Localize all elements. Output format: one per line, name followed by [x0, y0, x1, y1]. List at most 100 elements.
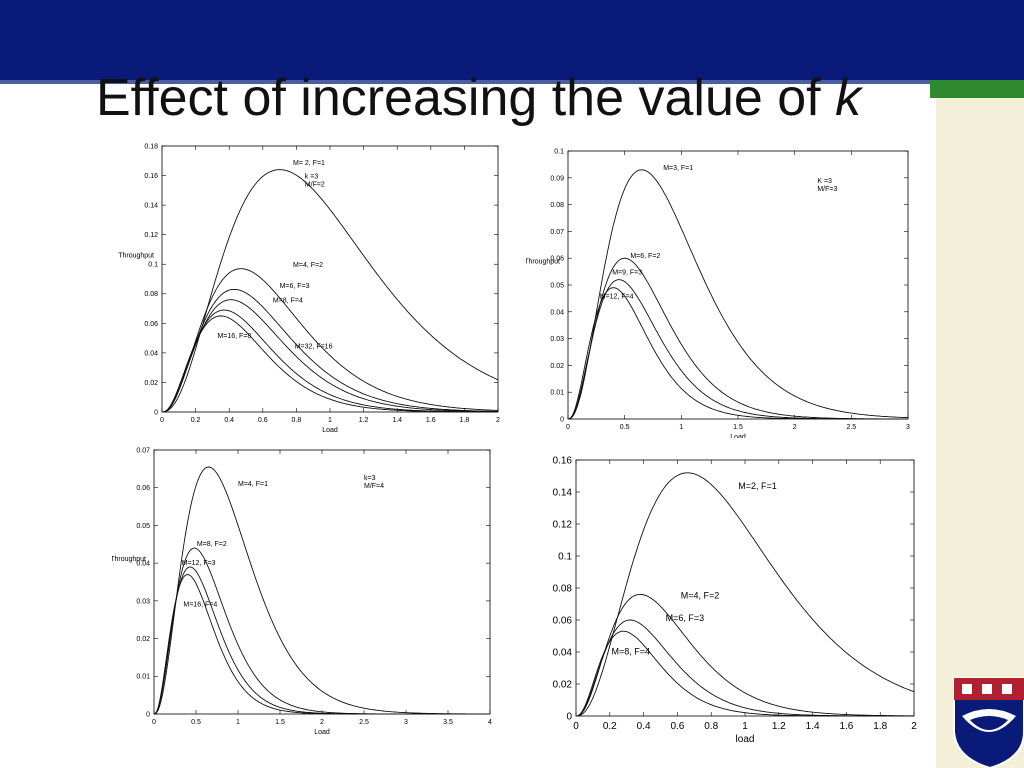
y-tick-label: 0.02: [550, 363, 564, 370]
slide-title-variable: k: [835, 69, 862, 127]
series-label-m-2-f-1: M=2, F=1: [738, 481, 777, 491]
series-label-m-8-f-4: M=8, F=4: [273, 298, 303, 305]
x-tick-label: 0.6: [670, 721, 684, 732]
series-line-m-2-f-1: [162, 169, 499, 413]
plot-frame: [575, 459, 915, 717]
series-label-m-8-f-4: M=8, F=4: [611, 646, 650, 656]
side-panel: [936, 98, 1024, 768]
x-tick-label: 0.2: [191, 417, 201, 424]
series-line-m-8-f-4: [161, 299, 498, 413]
y-tick-label: 0: [146, 711, 150, 718]
slide-title-text: Effect of increasing the value of: [96, 69, 821, 127]
header-bar: [0, 0, 1024, 80]
y-tick-label: 0.05: [136, 523, 150, 530]
series-label-m-12-f-3: M=12, F=3: [182, 560, 216, 567]
y-tick-label: 0.05: [550, 282, 564, 289]
x-tick-label: 0.4: [224, 417, 234, 424]
series-label-m-2-f-1: M= 2, F=1: [293, 160, 325, 167]
y-tick-label: 0.07: [136, 447, 150, 454]
series-line-m-12-f-3: [153, 566, 490, 715]
series-label-m-3-f-1: M=3, F=1: [663, 165, 693, 172]
y-tick-label: 0.1: [554, 148, 564, 155]
x-tick-label: 1: [328, 417, 332, 424]
y-tick-label: 0.08: [550, 202, 564, 209]
y-tick-label: 0.06: [136, 485, 150, 492]
series-label-m-9-f-3: M=9, F=3: [612, 269, 642, 276]
x-tick-label: 0.2: [603, 721, 617, 732]
series-label-m-6-f-3: M=6, F=3: [666, 613, 705, 623]
x-axis-label: load: [736, 734, 755, 745]
accent-bar: [930, 80, 1024, 98]
y-tick-label: 0.12: [144, 232, 158, 239]
chart-k3-mf4: 0 0.5 1 1.5 2 2.5 3 3.5 4 0 0.01 0.02 0.03 0.04 0.05 0.…: [112, 447, 492, 736]
y-tick-label: 0.01: [550, 390, 564, 397]
chart-annotation: k =3: [305, 174, 319, 181]
series-label-m-32-f-16: M=32, F=16: [295, 343, 333, 350]
y-tick-label: 0.08: [553, 584, 573, 595]
x-tick-label: 3: [404, 719, 408, 726]
series-line-m-12-f-4: [567, 287, 908, 420]
x-tick-label: 2.5: [359, 719, 369, 726]
series-line-m-2-f-1: [575, 472, 915, 717]
series-label-m-6-f-2: M=6, F=2: [630, 253, 660, 260]
x-tick-label: 1.5: [733, 424, 743, 431]
x-tick-label: 3.5: [443, 719, 453, 726]
chart-k3-mf2: 0 0.2 0.4 0.6 0.8 1 1.2 1.4 1.6 1.8 2 0 0.02 0.04 0.06…: [118, 143, 500, 434]
y-tick-label: 0.06: [553, 616, 573, 627]
series-line-m-4-f-1: [153, 466, 490, 715]
series-label-m-4-f-2: M=4, F=2: [293, 262, 323, 269]
y-tick-label: 0.16: [553, 456, 573, 467]
series-line-m-8-f-4: [575, 630, 914, 717]
y-tick-label: 0.1: [558, 552, 572, 563]
chart-annotation: k=3: [364, 475, 376, 482]
x-axis-label: Load: [314, 729, 330, 736]
x-tick-label: 2.5: [846, 424, 856, 431]
y-tick-label: 0.02: [144, 380, 158, 387]
y-tick-label: 0.07: [550, 229, 564, 236]
y-tick-label: 0.04: [553, 648, 573, 659]
series-label-m-6-f-3: M=6, F=3: [280, 283, 310, 290]
header-bar-shadow: [0, 80, 1024, 84]
x-tick-label: 0: [573, 721, 579, 732]
x-tick-label: 0.4: [637, 721, 651, 732]
series-line-m-6-f-3: [575, 619, 914, 717]
y-tick-label: 0: [560, 416, 564, 423]
series-label-m-16-f-8: M=16, F=8: [217, 333, 251, 340]
chart-load-throughput: 0 0.2 0.4 0.6 0.8 1 1.2 1.4 1.6 1.8 2 0 0.02 0.04 0.06…: [553, 456, 918, 746]
x-tick-label: 2: [793, 424, 797, 431]
x-tick-label: 1.4: [806, 721, 820, 732]
series-label-m-4-f-1: M=4, F=1: [238, 481, 268, 488]
y-tick-label: 0.01: [136, 674, 150, 681]
y-tick-label: 0.12: [553, 520, 573, 531]
y-tick-label: 0.03: [136, 598, 150, 605]
x-tick-label: 1: [742, 721, 748, 732]
series-label-m-4-f-2: M=4, F=2: [681, 590, 720, 600]
x-tick-label: 0: [160, 417, 164, 424]
x-tick-label: 1.6: [839, 721, 853, 732]
y-tick-label: 0.03: [550, 336, 564, 343]
series-line-m-4-f-2: [575, 593, 914, 717]
y-axis-label: Throughput: [112, 556, 146, 563]
x-axis-label: Load: [730, 434, 746, 438]
series-line-m-3-f-1: [567, 169, 908, 420]
y-tick-label: 0.04: [550, 309, 564, 316]
y-tick-label: 0.02: [136, 636, 150, 643]
y-tick-label: 0: [154, 409, 158, 416]
y-tick-label: 0: [566, 712, 572, 723]
y-axis-label: Throughput: [526, 259, 560, 266]
chart-annotation: K =3: [817, 178, 832, 185]
x-axis-label: Load: [322, 427, 338, 434]
plot-frame: [153, 449, 491, 715]
x-tick-label: 2: [320, 719, 324, 726]
series-label-m-12-f-4: M=12, F=4: [600, 293, 634, 300]
y-tick-label: 0.06: [144, 321, 158, 328]
x-tick-label: 0.8: [704, 721, 718, 732]
plot-frame: [161, 145, 499, 413]
series-label-m-8-f-2: M=8, F=2: [197, 541, 227, 548]
series-line-m-6-f-2: [567, 257, 908, 420]
series-line-m-6-f-3: [161, 288, 498, 413]
series-line-m-9-f-3: [567, 279, 908, 420]
university-crest-icon: [953, 677, 1024, 768]
y-tick-label: 0.04: [144, 350, 158, 357]
y-tick-label: 0.08: [144, 291, 158, 298]
